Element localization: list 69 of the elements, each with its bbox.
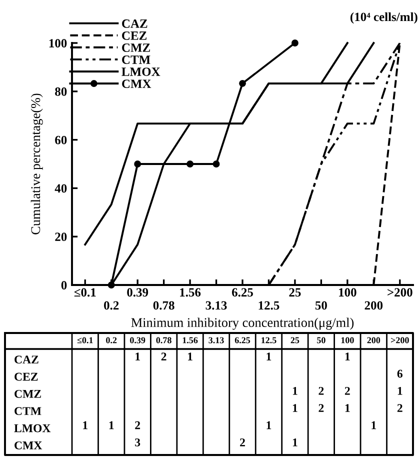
legend-label: CTM: [122, 56, 150, 64]
x-tick-label: 50: [317, 337, 326, 344]
legend-label: CAZ: [122, 19, 148, 28]
x-tick-label: 3.13: [208, 337, 224, 344]
x-tick-label: 0.78: [156, 337, 172, 344]
legend-label: CMX: [122, 80, 152, 88]
data-label: 1: [345, 352, 350, 360]
y-tick-label: 100: [49, 39, 67, 48]
x-tick-label: 200: [367, 337, 380, 344]
data-label: 1: [292, 404, 298, 412]
data-label: 1: [109, 421, 114, 430]
y-tick-label: 0: [61, 281, 67, 290]
data-label: 1: [136, 352, 140, 360]
data-label: 1: [266, 352, 272, 360]
x-tick-label: 3.13: [206, 301, 227, 310]
x-tick-label: 200: [364, 301, 383, 310]
x-tick-label: 1.56: [182, 337, 198, 344]
data-label: 1: [345, 404, 350, 412]
x-tick-label: ≤0.1: [77, 337, 93, 344]
x-axis-title: Minimum inhibitory concentration(μg/ml): [131, 318, 354, 330]
data-label: 2: [240, 438, 245, 446]
x-tick-label: 12.5: [262, 337, 276, 344]
data-label: 6: [397, 370, 402, 378]
x-tick-label: >200: [391, 337, 409, 344]
legend-label: LMOX: [122, 68, 160, 76]
data-label: 1: [266, 421, 272, 430]
data-label: 1: [83, 421, 88, 430]
data-label: 2: [397, 404, 402, 412]
data-label: 1: [372, 421, 376, 430]
data-label: 1: [398, 386, 402, 395]
x-tick-label: 100: [339, 288, 356, 297]
data-label: 2: [344, 386, 350, 395]
x-tick-label: 25: [290, 337, 300, 344]
x-tick-label: 1.56: [180, 288, 201, 297]
y-tick-label: LMOX: [14, 424, 51, 432]
x-tick-label: 100: [341, 337, 354, 344]
data-label: 2: [135, 421, 140, 430]
data-label: 1: [292, 386, 298, 395]
x-tick-label: 6.25: [234, 337, 250, 344]
x-tick-label: 12.5: [258, 301, 280, 310]
y-tick-label: CMX: [14, 441, 42, 450]
x-tick-label: >200: [388, 288, 412, 297]
y-tick-label: CMZ: [14, 390, 41, 398]
x-tick-label: 0.78: [153, 301, 174, 310]
data-label: 2: [318, 404, 324, 412]
x-tick-label: 0.2: [104, 301, 119, 310]
x-tick-label: 50: [315, 301, 327, 310]
data-label: 3: [135, 438, 140, 446]
x-tick-label: 6.25: [232, 288, 253, 297]
x-tick-label: 0.39: [127, 288, 148, 297]
y-tick-label: CEZ: [14, 372, 38, 381]
data-label: 1: [292, 438, 298, 446]
y-tick-label: 80: [55, 87, 67, 96]
y-tick-label: CTM: [14, 407, 42, 416]
y-tick-label: 40: [54, 184, 67, 193]
data-label: 2: [318, 386, 324, 395]
y-tick-label: 60: [55, 136, 67, 144]
y-tick-label: 20: [55, 232, 67, 242]
y-axis-title: Cumulative percentage(%): [30, 94, 43, 234]
text: (10⁴ cells/ml): [350, 12, 418, 24]
x-tick-label: ≤0.1: [74, 288, 96, 297]
y-tick-label: CAZ: [14, 356, 38, 364]
legend-label: CMZ: [122, 44, 150, 52]
data-label: 2: [161, 352, 166, 360]
x-tick-label: 0.39: [130, 337, 146, 344]
legend-label: CEZ: [122, 31, 146, 40]
data-label: 1: [188, 352, 192, 360]
x-tick-label: 0.2: [106, 337, 117, 344]
x-tick-label: 25: [289, 288, 301, 297]
